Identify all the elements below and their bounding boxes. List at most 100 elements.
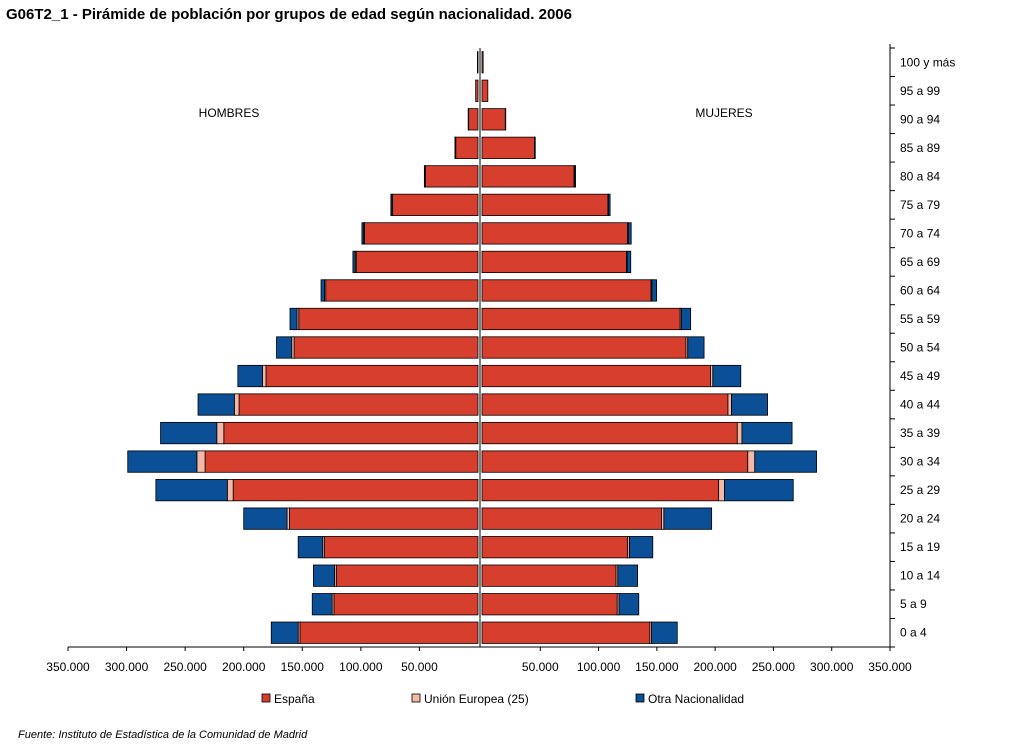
bar-hombres-otra-nacionalidad-50-a-54 bbox=[276, 336, 293, 359]
bar-mujeres-espana-10-a-14 bbox=[481, 564, 617, 587]
y-tick-label-80-a-84: 80 a 84 bbox=[900, 169, 940, 183]
legend-label-union-europea-25: Unión Europea (25) bbox=[424, 692, 529, 706]
bar-mujeres-espana-20-a-24 bbox=[481, 507, 662, 530]
y-tick-label-95-a-99: 95 a 99 bbox=[900, 84, 940, 98]
source-note: Fuente: Instituto de Estadística de la C… bbox=[18, 729, 308, 741]
bar-hombres-otra-nacionalidad-60-a-64 bbox=[320, 279, 325, 302]
bar-mujeres-espana-90-a-94 bbox=[481, 108, 506, 131]
bar-hombres-espana-60-a-64 bbox=[325, 279, 479, 302]
bar-mujeres-espana-60-a-64 bbox=[481, 279, 652, 302]
bar-hombres-otra-nacionalidad-30-a-34 bbox=[127, 450, 198, 473]
legend-swatch-otra-nacionalidad bbox=[635, 693, 645, 703]
bar-hombres-otra-nacionalidad-20-a-24 bbox=[243, 507, 288, 530]
bar-hombres-otra-nacionalidad-0-a-4 bbox=[270, 621, 299, 644]
bar-hombres-union-europea-25-45-a-49 bbox=[262, 364, 267, 388]
bar-hombres-espana-80-a-84 bbox=[424, 165, 479, 188]
bar-mujeres-union-europea-25-35-a-39 bbox=[736, 421, 743, 445]
y-tick-label-100-y-mas: 100 y más bbox=[900, 55, 955, 69]
y-tick-label-10-a-14: 10 a 14 bbox=[900, 569, 940, 583]
x-tick-label: 350.000 bbox=[46, 660, 90, 674]
bar-mujeres-otra-nacionalidad-30-a-34 bbox=[754, 450, 817, 473]
x-tick-label: 250.000 bbox=[163, 660, 207, 674]
x-tick-label: 100.000 bbox=[339, 660, 383, 674]
bar-hombres-espana-100-y-mas bbox=[477, 51, 479, 74]
bar-hombres-otra-nacionalidad-25-a-29 bbox=[155, 479, 228, 502]
side-label-mujeres: MUJERES bbox=[695, 106, 752, 120]
bar-hombres-espana-25-a-29 bbox=[232, 479, 479, 502]
bar-mujeres-otra-nacionalidad-40-a-44 bbox=[731, 393, 768, 416]
bar-hombres-espana-45-a-49 bbox=[265, 364, 479, 388]
bar-hombres-otra-nacionalidad-75-a-79 bbox=[390, 193, 393, 216]
x-tick-label: 250.000 bbox=[752, 660, 796, 674]
x-tick-label: 150.000 bbox=[281, 660, 325, 674]
bar-hombres-espana-65-a-69 bbox=[355, 250, 479, 274]
axes-layer: 350.000 300.000 250.000 200.000 150.000 100.0… bbox=[46, 44, 955, 674]
bar-hombres-espana-15-a-19 bbox=[324, 536, 479, 559]
y-tick-label-25-a-29: 25 a 29 bbox=[900, 483, 940, 497]
y-tick-label-45-a-49: 45 a 49 bbox=[900, 369, 940, 383]
legend-label-espana: España bbox=[274, 692, 315, 706]
bar-mujeres-espana-35-a-39 bbox=[481, 421, 738, 445]
bar-mujeres-otra-nacionalidad-0-a-4 bbox=[651, 621, 678, 644]
bar-hombres-otra-nacionalidad-15-a-19 bbox=[297, 536, 324, 559]
bar-mujeres-union-europea-25-25-a-29 bbox=[718, 479, 725, 502]
x-tick-label: 350.000 bbox=[868, 660, 912, 674]
bar-mujeres-union-europea-25-30-a-34 bbox=[747, 450, 756, 473]
bar-hombres-union-europea-25-35-a-39 bbox=[216, 421, 225, 445]
x-tick-label: 300.000 bbox=[105, 660, 149, 674]
bar-mujeres-otra-nacionalidad-75-a-79 bbox=[607, 193, 611, 216]
bar-mujeres-espana-75-a-79 bbox=[481, 193, 609, 216]
y-tick-label-60-a-64: 60 a 64 bbox=[900, 283, 940, 297]
y-tick-label-20-a-24: 20 a 24 bbox=[900, 512, 940, 526]
y-tick-label-90-a-94: 90 a 94 bbox=[900, 112, 940, 126]
bar-mujeres-otra-nacionalidad-80-a-84 bbox=[574, 165, 577, 188]
legend-swatch-union-europea-25 bbox=[411, 693, 421, 703]
bar-mujeres-espana-95-a-99 bbox=[481, 79, 489, 102]
y-tick-label-5-a-9: 5 a 9 bbox=[900, 597, 927, 611]
y-tick-label-40-a-44: 40 a 44 bbox=[900, 398, 940, 412]
x-tick-label: 50.000 bbox=[522, 660, 559, 674]
bar-hombres-espana-85-a-89 bbox=[455, 136, 479, 159]
bar-hombres-otra-nacionalidad-35-a-39 bbox=[160, 421, 218, 445]
bar-hombres-espana-50-a-54 bbox=[293, 336, 479, 359]
bar-hombres-espana-55-a-59 bbox=[298, 307, 479, 331]
bar-mujeres-otra-nacionalidad-20-a-24 bbox=[663, 507, 713, 530]
x-tick-label: 200.000 bbox=[693, 660, 737, 674]
x-tick-label: 200.000 bbox=[222, 660, 266, 674]
bar-hombres-otra-nacionalidad-65-a-69 bbox=[352, 250, 356, 274]
y-tick-label-50-a-54: 50 a 54 bbox=[900, 341, 940, 355]
x-tick-label: 100.000 bbox=[577, 660, 621, 674]
bar-hombres-otra-nacionalidad-85-a-89 bbox=[454, 136, 456, 159]
x-tick-label: 300.000 bbox=[810, 660, 854, 674]
bar-mujeres-espana-70-a-74 bbox=[481, 222, 629, 245]
bar-mujeres-espana-55-a-59 bbox=[481, 307, 681, 331]
bar-hombres-otra-nacionalidad-80-a-84 bbox=[423, 165, 426, 188]
bar-mujeres-espana-30-a-34 bbox=[481, 450, 749, 473]
bar-hombres-otra-nacionalidad-5-a-9 bbox=[311, 593, 333, 616]
bar-mujeres-espana-45-a-49 bbox=[481, 364, 711, 388]
bar-mujeres-otra-nacionalidad-85-a-89 bbox=[534, 136, 536, 159]
bar-mujeres-otra-nacionalidad-25-a-29 bbox=[724, 479, 794, 502]
bar-mujeres-espana-40-a-44 bbox=[481, 393, 729, 416]
y-tick-label-0-a-4: 0 a 4 bbox=[900, 626, 927, 640]
bar-hombres-espana-90-a-94 bbox=[468, 108, 479, 131]
y-tick-label-35-a-39: 35 a 39 bbox=[900, 426, 940, 440]
legend-label-otra-nacionalidad: Otra Nacionalidad bbox=[648, 692, 744, 706]
bar-hombres-union-europea-25-25-a-29 bbox=[226, 479, 234, 502]
bar-mujeres-otra-nacionalidad-65-a-69 bbox=[626, 250, 632, 274]
chart-title: G06T2_1 - Pirámide de población por grup… bbox=[6, 6, 572, 23]
bar-hombres-espana-40-a-44 bbox=[238, 393, 479, 416]
y-tick-label-70-a-74: 70 a 74 bbox=[900, 226, 940, 240]
bar-hombres-otra-nacionalidad-70-a-74 bbox=[361, 222, 365, 245]
bar-hombres-espana-70-a-74 bbox=[363, 222, 479, 245]
bar-hombres-otra-nacionalidad-40-a-44 bbox=[197, 393, 235, 416]
bar-mujeres-espana-15-a-19 bbox=[481, 536, 629, 559]
bar-mujeres-espana-25-a-29 bbox=[481, 479, 720, 502]
bar-mujeres-union-europea-25-40-a-44 bbox=[727, 393, 732, 416]
bar-mujeres-otra-nacionalidad-45-a-49 bbox=[712, 364, 742, 388]
bar-mujeres-espana-5-a-9 bbox=[481, 593, 618, 616]
bar-hombres-espana-0-a-4 bbox=[299, 621, 479, 644]
bar-mujeres-espana-50-a-54 bbox=[481, 336, 687, 359]
y-tick-label-75-a-79: 75 a 79 bbox=[900, 198, 940, 212]
